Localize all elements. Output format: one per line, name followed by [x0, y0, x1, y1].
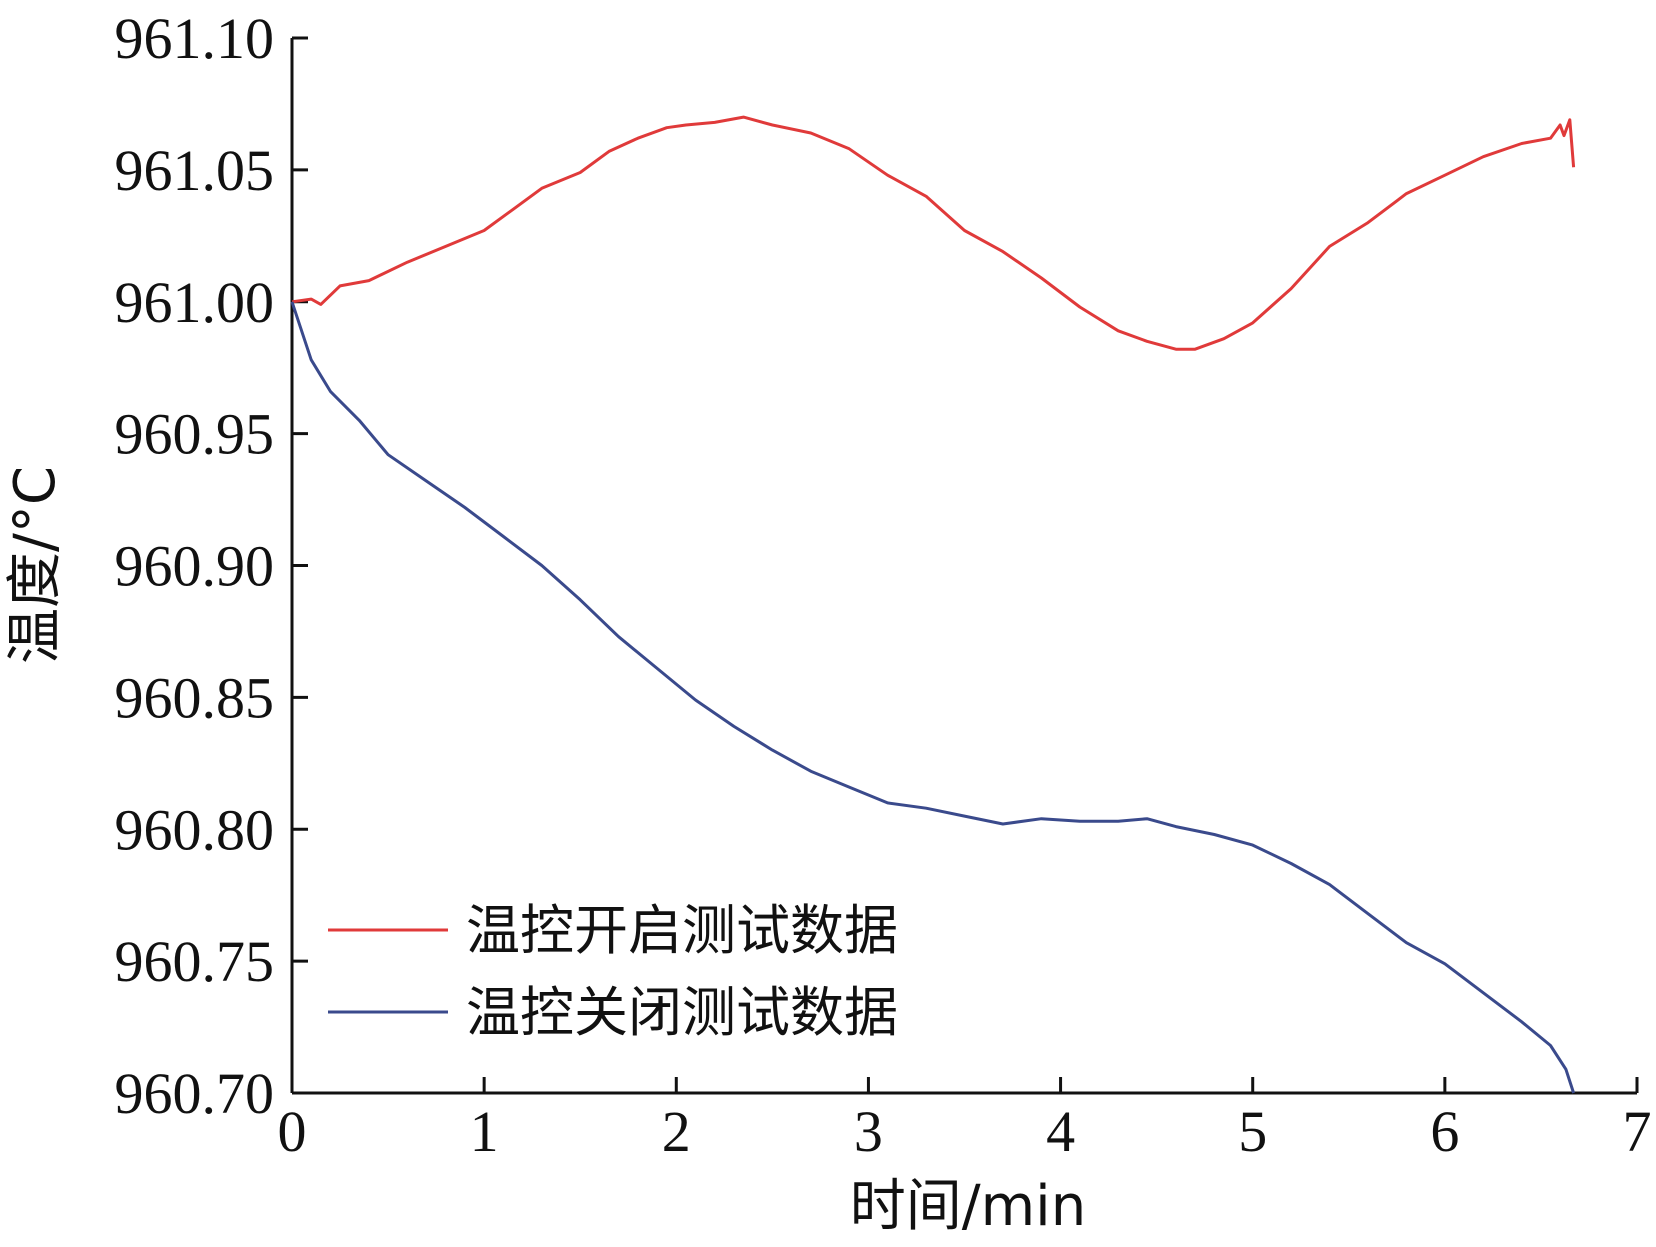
x-axis-ticks: 0 1 2 3 4 5 6 7: [278, 1077, 1652, 1164]
y-tick-label: 961.00: [115, 270, 275, 335]
legend-label-2: 温控关闭测试数据: [466, 981, 898, 1044]
y-axis-label: 温度/°C: [3, 466, 68, 664]
y-tick-label: 960.75: [115, 929, 275, 994]
x-tick-label: 3: [854, 1099, 883, 1164]
y-tick-label: 960.90: [115, 534, 275, 599]
x-tick-label: 2: [662, 1099, 691, 1164]
x-tick-label: 1: [470, 1099, 499, 1164]
y-axis-ticks: 960.70 960.75 960.80 960.85 960.90 960.95 961.…: [115, 6, 308, 1126]
x-tick-label: 7: [1623, 1099, 1652, 1164]
series-line-2: [290, 301, 1576, 1094]
series-group: [290, 115, 1576, 1094]
y-tick-label: 961.05: [115, 138, 275, 203]
x-tick-label: 6: [1430, 1099, 1459, 1164]
y-tick-label: 960.95: [115, 402, 275, 467]
y-tick-label: 960.80: [115, 797, 275, 862]
x-tick-label: 4: [1046, 1099, 1075, 1164]
legend-label-1: 温控开启测试数据: [466, 899, 898, 962]
x-tick-label: 0: [278, 1099, 307, 1164]
y-tick-label: 960.70: [115, 1061, 275, 1126]
y-tick-label: 961.10: [115, 6, 275, 71]
x-tick-label: 5: [1238, 1099, 1267, 1164]
y-tick-label: 960.85: [115, 665, 275, 730]
series-line-1: [291, 115, 1576, 351]
x-axis-label: 时间/min: [850, 1174, 1086, 1239]
